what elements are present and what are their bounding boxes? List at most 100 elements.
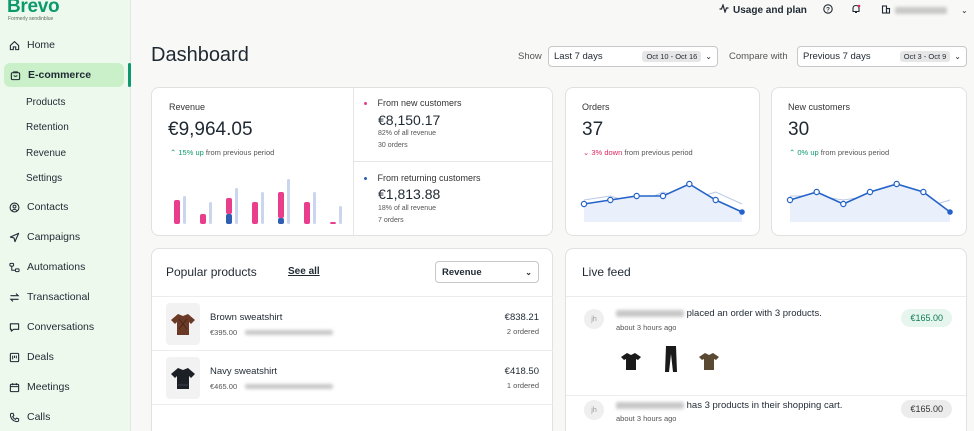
revenue-value: €9,964.05 [168, 119, 253, 140]
product-row[interactable]: Navy sweatshirt €465.00 €418.50 1 ordere… [152, 350, 553, 404]
product-name: Brown sweatshirt [210, 312, 283, 323]
trend-up-icon: ⌃ [789, 148, 796, 157]
topbar: Usage and plan ? ⌄ [131, 0, 974, 22]
feed-item[interactable]: jh has 3 products in their shopping cart… [566, 395, 968, 431]
sidebar-item-label: Automations [27, 261, 86, 273]
orders-trend-text: from previous period [624, 148, 693, 157]
revenue-row-divider [354, 161, 553, 162]
sidebar-item-conversations[interactable]: Conversations [0, 315, 131, 339]
revenue-bar-chart [174, 179, 342, 224]
brand-logo[interactable]: Brevo [7, 0, 60, 17]
new-customers-bar [278, 192, 284, 218]
usage-and-plan-button[interactable]: Usage and plan [719, 3, 807, 16]
sidebar-item-label: E-commerce [28, 69, 92, 81]
see-all-link[interactable]: See all [288, 266, 320, 277]
live-feed-title: Live feed [582, 265, 631, 279]
previous-period-bar [183, 196, 186, 224]
product-total: €418.50 [504, 366, 539, 377]
returning-customers-revenue: €1,813.88 [378, 186, 441, 202]
trend-up-icon: ⌃ [170, 148, 177, 157]
new-customers-trend-text: from previous period [820, 148, 890, 157]
sidebar-item-contacts[interactable]: Contacts [0, 195, 131, 219]
returning-customers-dot [364, 177, 367, 181]
revenue-divider [353, 88, 354, 235]
sidebar-item-label: Calls [27, 411, 51, 423]
feed-item[interactable]: jh placed an order with 3 products. abou… [566, 296, 968, 395]
new-customers-line-chart [786, 180, 953, 222]
show-label: Show [518, 51, 542, 62]
new-customers-segment-label: From new customers [364, 98, 462, 108]
svg-text:?: ? [826, 6, 830, 13]
feed-item-text: placed an order with 3 products. [616, 308, 822, 319]
sidebar-item-meetings[interactable]: Meetings [0, 375, 131, 399]
new-customers-point [920, 188, 927, 196]
compare-period-select[interactable]: Previous 7 days Oct 3 - Oct 9 ⌄ [797, 46, 967, 67]
sidebar-item-transactional[interactable]: Transactional [0, 285, 131, 309]
sidebar-subitem-retention[interactable]: Retention [26, 122, 69, 133]
orders-label: Orders [582, 102, 610, 112]
new-customers-point [947, 209, 953, 215]
new-customers-dot [364, 102, 367, 106]
contacts-icon [8, 201, 20, 213]
show-period-select[interactable]: Last 7 days Oct 10 - Oct 16 ⌄ [548, 46, 718, 67]
returning-customers-segment-label: From returning customers [364, 173, 481, 183]
new-customers-bar [330, 222, 336, 224]
avatar: jh [584, 400, 604, 420]
sidebar-item-calls[interactable]: Calls [0, 405, 131, 429]
sidebar-subitem-settings[interactable]: Settings [26, 173, 63, 184]
sidebar-item-label: Campaigns [27, 231, 81, 243]
new-customers-bar [226, 198, 232, 214]
chevron-down-icon: ⌄ [961, 5, 968, 15]
feed-item-message: placed an order with 3 products. [686, 308, 822, 319]
revenue-trend: ⌃ 15% up from previous period [170, 148, 274, 157]
new-customers-bar [304, 202, 310, 224]
returning-customers-segment-text: From returning customers [377, 173, 481, 183]
sidebar-item-home[interactable]: Home [0, 33, 131, 57]
sidebar-item-label: Contacts [27, 201, 69, 213]
product-count: 2 ordered [506, 327, 539, 336]
account-menu[interactable]: ⌄ [881, 4, 968, 16]
sidebar-item-campaigns[interactable]: Campaigns [0, 225, 131, 249]
chevron-down-icon: ⌄ [525, 267, 532, 277]
orders-point [739, 209, 745, 215]
orders-point [712, 196, 719, 204]
usage-label: Usage and plan [733, 4, 807, 16]
new-customers-point [840, 200, 847, 208]
new-customers-segment-text: From new customers [377, 98, 462, 108]
product-price: €395.00 [210, 328, 334, 337]
page-title: Dashboard [151, 44, 249, 66]
show-range: Oct 10 - Oct 16 [642, 51, 702, 62]
account-name-redacted [895, 6, 947, 14]
feed-item-message: has 3 products in their shopping cart. [686, 400, 843, 411]
products-sort-select[interactable]: Revenue ⌄ [435, 261, 539, 283]
transactional-icon [8, 291, 20, 303]
new-customers-point [786, 196, 794, 204]
customer-name-redacted [616, 401, 684, 409]
revenue-trend-pct: 15% up [178, 148, 204, 157]
sidebar-item-automations[interactable]: Automations [0, 255, 131, 279]
new-customers-orders: 30 orders [378, 142, 408, 149]
customer-name-redacted [616, 309, 684, 317]
new-customers-bar [252, 202, 258, 224]
sidebar-subitem-revenue[interactable]: Revenue [26, 148, 67, 159]
returning-customers-bar [226, 214, 232, 224]
feed-item-time: about 3 hours ago [616, 414, 677, 423]
sidebar-subitem-products[interactable]: Products [26, 97, 66, 108]
sidebar-item-label: Home [27, 39, 56, 51]
orders-point [607, 196, 614, 204]
cart-icon [9, 69, 21, 81]
new-customers-point [893, 180, 900, 188]
compare-range: Oct 3 - Oct 9 [899, 51, 951, 62]
product-row[interactable]: Brown sweatshirt €395.00 €838.21 2 order… [152, 296, 553, 350]
new-customers-revenue: €8,150.17 [378, 112, 441, 128]
help-icon[interactable]: ? [823, 4, 833, 17]
orders-card: Orders 37 ⌄ 3% down from previous period [565, 87, 760, 236]
orders-point [686, 180, 693, 188]
orders-line-chart [580, 180, 745, 222]
sidebar-item-deals[interactable]: Deals [0, 345, 131, 369]
sidebar-item-ecommerce[interactable]: E-commerce [4, 63, 124, 87]
notification-bell-icon[interactable] [851, 4, 861, 17]
product-sku-redacted [245, 330, 334, 335]
active-indicator [128, 63, 131, 87]
previous-period-bar [261, 192, 264, 224]
